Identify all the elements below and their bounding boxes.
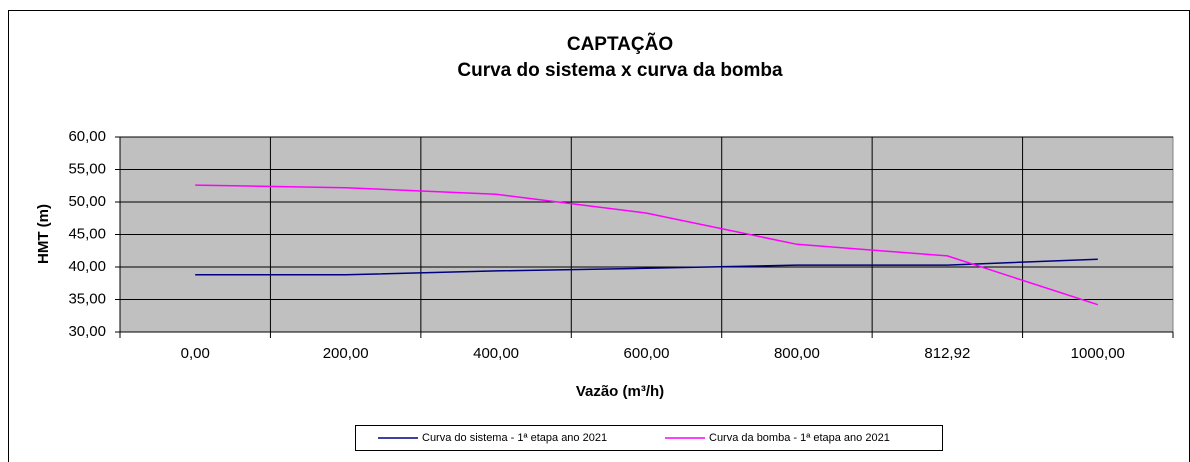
x-tick-label: 200,00 — [323, 345, 369, 362]
y-tick-label: 60,00 — [68, 128, 106, 145]
legend-label: Curva do sistema - 1ª etapa ano 2021 — [422, 432, 607, 444]
series-line — [195, 258, 1098, 276]
y-tick-label: 55,00 — [68, 160, 106, 177]
legend-box — [355, 425, 943, 451]
x-tick-label: 600,00 — [624, 345, 670, 362]
x-tick-label: 400,00 — [473, 345, 519, 362]
y-tick-label: 50,00 — [68, 193, 106, 210]
series-line — [195, 184, 1099, 306]
x-tick-label: 1000,00 — [1071, 345, 1125, 362]
x-tick-label: 812,92 — [924, 345, 970, 362]
y-tick-label: 40,00 — [68, 258, 106, 275]
chart-subtitle: Curva do sistema x curva da bomba — [457, 60, 783, 81]
y-axis-title: HMT (m) — [35, 204, 52, 264]
y-tick-label: 45,00 — [68, 225, 106, 242]
x-axis-title: Vazão (m³/h) — [576, 383, 664, 400]
y-tick-label: 30,00 — [68, 323, 106, 340]
chart-title: CAPTAÇÃO — [567, 33, 673, 55]
legend-label: Curva da bomba - 1ª etapa ano 2021 — [709, 432, 890, 444]
x-tick-label: 0,00 — [181, 345, 210, 362]
x-tick-label: 800,00 — [774, 345, 820, 362]
y-tick-label: 35,00 — [68, 290, 106, 307]
